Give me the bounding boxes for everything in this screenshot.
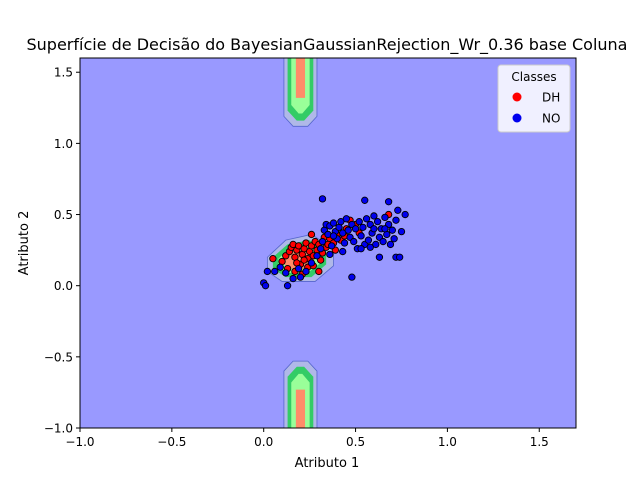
point-no-36 [355,218,363,226]
decision-region-0-level-3 [295,58,306,98]
y-tick-label: −1.0 [44,422,73,436]
legend-marker-no [512,113,522,123]
point-no-4 [276,263,284,271]
point-no-69 [329,232,338,240]
x-tick-label: 1.0 [438,435,457,449]
point-no-29 [344,226,352,234]
point-no-9 [296,273,305,281]
x-tick-label: −1.0 [65,435,94,449]
legend: Classes DH NO [497,64,571,133]
point-no-63 [397,227,406,236]
legend-label-no: NO [542,112,560,126]
point-no-65 [357,245,365,253]
point-no-56 [386,240,395,249]
point-no-45 [370,212,378,220]
point-no-38 [359,223,367,231]
point-dh-0 [269,255,277,263]
point-no-21 [329,219,338,227]
point-no-3 [271,267,279,276]
point-no-57 [388,226,396,234]
point-no-68 [381,225,389,233]
point-no-5 [282,269,290,277]
x-tick-label: 0.5 [346,435,365,449]
point-no-52 [381,213,389,222]
y-tick-label: 1.5 [54,66,73,80]
point-no-66 [366,243,374,251]
y-tick-label: 0.0 [54,279,73,293]
point-no-46 [372,240,380,249]
plot-area [79,57,577,429]
point-no-71 [326,250,334,259]
y-axis-ticks: −1.0 −0.5 0.0 0.5 1.0 1.5 [44,66,80,436]
point-no-15 [318,195,327,203]
point-dh-43 [300,256,308,264]
point-no-40 [361,196,369,204]
point-no-49 [375,253,384,261]
point-dh-44 [307,230,316,239]
point-no-12 [313,252,321,260]
y-tick-label: −0.5 [44,350,73,364]
legend-marker-dh [512,92,522,102]
point-no-14 [318,237,327,246]
point-no-11 [307,259,316,267]
plot-frame [79,57,577,429]
y-tick-label: 0.5 [54,208,73,222]
legend-label-dh: DH [542,91,560,105]
point-no-20 [328,242,336,250]
legend-title: Classes [511,70,556,84]
point-no-25 [337,218,345,226]
point-no-1 [261,282,270,290]
point-no-37 [357,232,365,240]
point-no-61 [394,206,402,214]
point-no-41 [362,215,371,223]
point-no-58 [390,235,398,243]
point-no-67 [370,225,378,233]
point-no-6 [283,282,292,290]
point-dh-12 [302,239,310,247]
point-no-51 [379,237,387,246]
point-no-10 [302,267,310,276]
point-no-34 [351,225,360,233]
point-no-47 [373,218,382,226]
point-no-42 [364,236,373,244]
point-no-7 [289,274,297,283]
y-axis-label: Atributo 2 [17,211,32,276]
point-no-26 [339,229,347,237]
point-no-32 [348,273,356,281]
point-no-28 [342,215,351,223]
x-axis-label: Atributo 1 [295,456,360,471]
point-no-8 [294,264,303,273]
point-no-13 [317,245,325,253]
x-axis-ticks: −1.0 −0.5 0.0 0.5 1.0 1.5 [65,428,549,449]
point-no-2 [263,267,272,276]
x-tick-label: 1.5 [530,435,549,449]
point-dh-8 [294,242,303,250]
chart-title: Superfície de Decisão do BayesianGaussia… [27,35,628,55]
decision-region-1-level-3 [295,389,306,428]
decision-region-2-level-3 [283,250,314,269]
x-tick-label: 0.0 [254,435,273,449]
point-no-70 [339,247,347,256]
data-points [260,195,409,290]
point-dh-36 [315,267,323,276]
y-tick-label: 1.0 [54,137,73,151]
point-no-62 [395,253,404,261]
point-no-33 [350,237,358,246]
point-no-59 [392,216,400,224]
point-no-27 [340,239,349,247]
x-tick-label: −0.5 [157,435,186,449]
point-no-55 [384,198,393,206]
point-no-64 [401,210,409,219]
